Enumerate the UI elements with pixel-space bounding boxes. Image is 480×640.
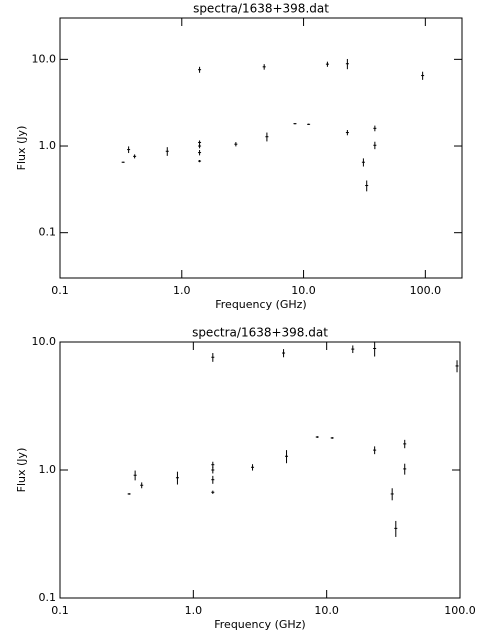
chart-title: spectra/1638+398.dat — [193, 2, 329, 16]
y-axis-label: Flux (Jy) — [15, 126, 28, 171]
x-tick-label: 0.1 — [51, 604, 69, 617]
y-tick-label: 1.0 — [39, 463, 57, 476]
plot-frame — [59, 17, 463, 279]
x-tick-label: 10.0 — [291, 284, 316, 297]
y-tick-label: 1.0 — [39, 139, 57, 152]
x-tick-label: 100.0 — [444, 604, 476, 617]
plot-frame — [59, 341, 461, 599]
y-tick-label: 10.0 — [32, 335, 57, 348]
x-tick-label: 100.0 — [410, 284, 442, 297]
x-axis-label: Frequency (GHz) — [215, 298, 306, 311]
y-tick-label: 0.1 — [39, 226, 57, 239]
y-tick-label: 10.0 — [32, 52, 57, 65]
x-tick-label: 1.0 — [173, 284, 191, 297]
x-axis-label: Frequency (GHz) — [214, 618, 305, 631]
y-axis-label: Flux (Jy) — [15, 448, 28, 493]
x-tick-label: 0.1 — [51, 284, 69, 297]
chart-title: spectra/1638+398.dat — [192, 326, 328, 340]
x-tick-label: 1.0 — [185, 604, 203, 617]
y-tick-label: 0.1 — [39, 591, 57, 604]
x-tick-label: 10.0 — [314, 604, 339, 617]
